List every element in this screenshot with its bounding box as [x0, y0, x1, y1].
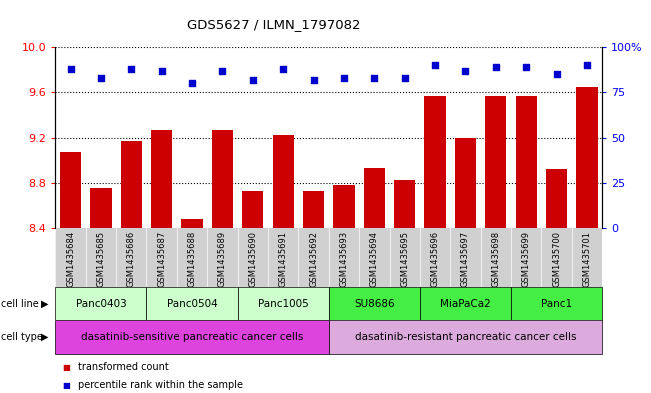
Bar: [60, 152, 81, 228]
Text: ■: ■: [62, 363, 70, 372]
Text: Panc0504: Panc0504: [167, 299, 217, 309]
Point: [582, 62, 592, 68]
Text: GDS5627 / ILMN_1797082: GDS5627 / ILMN_1797082: [187, 18, 360, 31]
Text: GSM1435700: GSM1435700: [552, 231, 561, 287]
Bar: [485, 96, 506, 228]
Point: [400, 75, 410, 81]
Bar: [424, 96, 446, 228]
Bar: [120, 141, 142, 228]
Text: GSM1435690: GSM1435690: [248, 231, 257, 287]
Bar: [329, 320, 602, 354]
Bar: [238, 287, 329, 320]
Point: [460, 68, 471, 74]
Bar: [511, 287, 602, 320]
Text: GSM1435697: GSM1435697: [461, 231, 470, 287]
Point: [126, 66, 137, 72]
Bar: [55, 320, 329, 354]
Text: cell type: cell type: [1, 332, 42, 342]
Bar: [516, 96, 537, 228]
Point: [521, 64, 531, 70]
Point: [156, 68, 167, 74]
Text: GSM1435701: GSM1435701: [583, 231, 592, 287]
Text: GSM1435698: GSM1435698: [492, 231, 501, 287]
Text: GSM1435696: GSM1435696: [430, 231, 439, 287]
Bar: [151, 130, 173, 228]
Text: GSM1435691: GSM1435691: [279, 231, 288, 287]
Text: cell line: cell line: [1, 299, 38, 309]
Text: Panc0403: Panc0403: [76, 299, 126, 309]
Text: SU8686: SU8686: [354, 299, 395, 309]
Text: ▶: ▶: [40, 299, 48, 309]
Text: transformed count: transformed count: [78, 362, 169, 373]
Point: [187, 80, 197, 86]
Text: GSM1435685: GSM1435685: [96, 231, 105, 287]
Bar: [364, 168, 385, 228]
Bar: [146, 287, 238, 320]
Point: [491, 64, 501, 70]
Text: dasatinib-resistant pancreatic cancer cells: dasatinib-resistant pancreatic cancer ce…: [355, 332, 576, 342]
Bar: [333, 185, 355, 228]
Bar: [90, 188, 111, 228]
Bar: [546, 169, 567, 228]
Text: GSM1435693: GSM1435693: [339, 231, 348, 287]
Bar: [303, 191, 324, 228]
Text: GSM1435686: GSM1435686: [127, 231, 136, 287]
Bar: [273, 135, 294, 228]
Bar: [242, 191, 264, 228]
Text: GSM1435687: GSM1435687: [157, 231, 166, 287]
Text: dasatinib-sensitive pancreatic cancer cells: dasatinib-sensitive pancreatic cancer ce…: [81, 332, 303, 342]
Point: [339, 75, 349, 81]
Text: Panc1005: Panc1005: [258, 299, 309, 309]
Text: GSM1435692: GSM1435692: [309, 231, 318, 287]
Text: MiaPaCa2: MiaPaCa2: [440, 299, 491, 309]
Point: [278, 66, 288, 72]
Point: [247, 77, 258, 83]
Bar: [455, 138, 476, 228]
Point: [96, 75, 106, 81]
Bar: [55, 287, 146, 320]
Bar: [576, 87, 598, 228]
Text: percentile rank within the sample: percentile rank within the sample: [78, 380, 243, 390]
Text: ■: ■: [62, 381, 70, 389]
Point: [65, 66, 76, 72]
Bar: [182, 219, 202, 228]
Text: GSM1435695: GSM1435695: [400, 231, 409, 287]
Point: [217, 68, 228, 74]
Bar: [394, 180, 415, 228]
Text: ▶: ▶: [40, 332, 48, 342]
Point: [309, 77, 319, 83]
Bar: [420, 287, 511, 320]
Point: [430, 62, 440, 68]
Text: GSM1435684: GSM1435684: [66, 231, 75, 287]
Text: GSM1435688: GSM1435688: [187, 231, 197, 287]
Text: GSM1435694: GSM1435694: [370, 231, 379, 287]
Bar: [212, 130, 233, 228]
Text: GSM1435689: GSM1435689: [218, 231, 227, 287]
Text: GSM1435699: GSM1435699: [521, 231, 531, 287]
Point: [369, 75, 380, 81]
Point: [551, 71, 562, 77]
Text: Panc1: Panc1: [541, 299, 572, 309]
Bar: [329, 287, 420, 320]
